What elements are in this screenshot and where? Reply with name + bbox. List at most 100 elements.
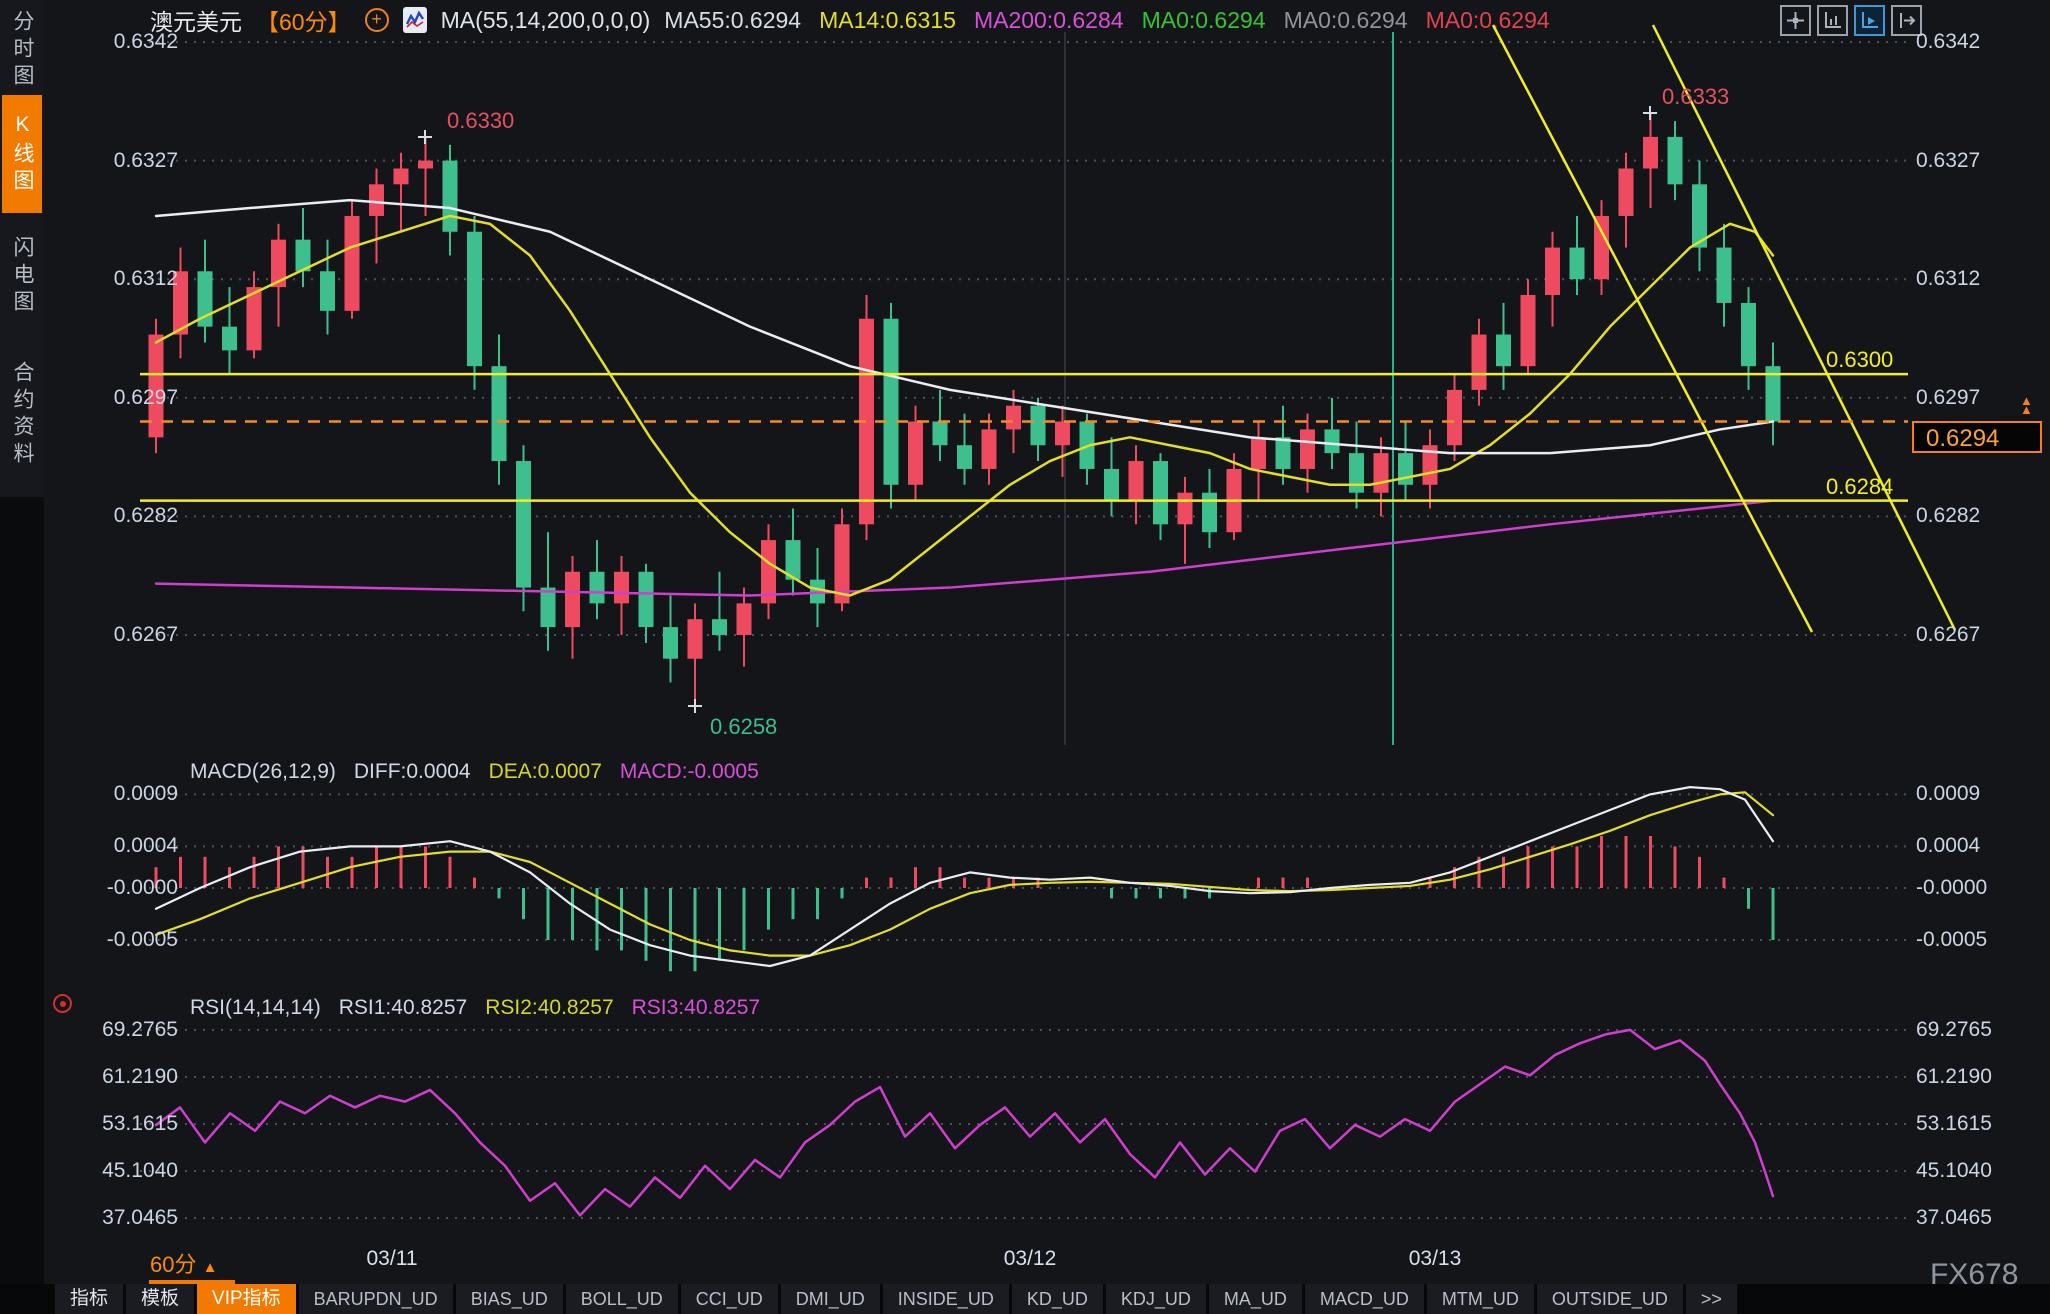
- candle-body: [1618, 168, 1634, 216]
- tab-mtm_ud[interactable]: MTM_UD: [1426, 1284, 1534, 1314]
- tab-barupdn_ud[interactable]: BARUPDN_UD: [298, 1284, 453, 1314]
- candle-body: [1667, 136, 1683, 185]
- price-tick-right: 0.6267: [1916, 623, 1981, 646]
- candle-body: [1471, 334, 1487, 390]
- rsi-tick-left: 69.2765: [102, 1018, 178, 1041]
- macd-dea-value: DEA:0.0007: [488, 760, 602, 783]
- tab-inside_ud[interactable]: INSIDE_UD: [882, 1284, 1009, 1314]
- tab-模板[interactable]: 模板: [126, 1284, 195, 1314]
- rsi2-value: RSI2:40.8257: [485, 996, 614, 1019]
- sidebar-item-3[interactable]: 闪电图: [11, 235, 34, 317]
- candle-body: [1128, 461, 1144, 501]
- indicator-dot-icon[interactable]: [53, 994, 72, 1013]
- tab-kd_ud[interactable]: KD_UD: [1011, 1284, 1103, 1314]
- macd-tick-right: 0.0009: [1916, 782, 1981, 806]
- candle-body: [1324, 429, 1340, 454]
- timeframe-button[interactable]: 60分 ▲: [150, 1247, 217, 1279]
- axis-autoscale-icon[interactable]: [1854, 5, 1885, 36]
- candle-body: [1104, 468, 1119, 501]
- candle-body: [148, 334, 164, 438]
- candle-body: [1153, 461, 1168, 525]
- candle-body: [222, 326, 237, 351]
- candle-body: [1349, 453, 1364, 493]
- rsi-tick-left: 37.0465: [102, 1205, 178, 1229]
- tab-vip指标[interactable]: VIP指标: [197, 1284, 296, 1314]
- ma-value-label: MA0:0.6294: [1425, 6, 1550, 33]
- sidebar-item-2[interactable]: K线图: [2, 95, 42, 213]
- tab-outside_ud[interactable]: OUTSIDE_UD: [1536, 1284, 1683, 1314]
- macd-tick-right: 0.0004: [1916, 834, 1981, 858]
- macd-name: MACD(26,12,9): [190, 760, 336, 783]
- tab-kdj_ud[interactable]: KDJ_UD: [1105, 1284, 1206, 1314]
- rsi-tick-left: 61.2190: [102, 1064, 178, 1088]
- add-indicator-icon[interactable]: +: [364, 8, 389, 32]
- candle-body: [638, 571, 654, 628]
- candle-body: [565, 571, 580, 628]
- candle-body: [834, 524, 850, 604]
- candle-body: [687, 619, 703, 659]
- sidebar-item-1[interactable]: 分时图: [11, 9, 34, 91]
- candle-body: [1177, 492, 1193, 525]
- rsi-tick-right: 53.1615: [1916, 1111, 1992, 1135]
- tab-dmi_ud[interactable]: DMI_UD: [780, 1284, 880, 1314]
- candle-body: [932, 421, 948, 446]
- level-price-label: 0.6300: [1826, 347, 1894, 373]
- level-price-label: 0.6284: [1826, 473, 1894, 499]
- price-tick-left: 0.6327: [113, 148, 178, 172]
- timeframe-button-label: 60分: [150, 1252, 197, 1277]
- tab-bias_ud[interactable]: BIAS_UD: [455, 1284, 563, 1314]
- ma-settings-label: MA(55,14,200,0,0,0): [440, 6, 651, 33]
- tab->>[interactable]: >>: [1685, 1284, 1737, 1314]
- macd-value: MACD:-0.0005: [619, 760, 759, 783]
- candle-body: [761, 540, 776, 604]
- candle-body: [173, 271, 188, 335]
- ma14-line: [154, 214, 1775, 597]
- sidebar-bottom-filler: [0, 497, 44, 1314]
- candle-body: [246, 287, 262, 351]
- rsi-tick-right: 37.0465: [1916, 1205, 1992, 1229]
- price-tick-left: 0.6312: [113, 267, 178, 291]
- candle-body: [589, 571, 605, 604]
- candle-body: [1300, 429, 1315, 469]
- trend-line[interactable]: [1491, 24, 1814, 633]
- rsi-tick-left: 45.1040: [102, 1158, 178, 1182]
- price-tick-left: 0.6282: [113, 504, 178, 528]
- candle-body: [295, 239, 311, 272]
- pan-icon[interactable]: [1780, 5, 1811, 36]
- axis-shift-icon[interactable]: [1891, 5, 1922, 36]
- tab-指标[interactable]: 指标: [55, 1284, 124, 1314]
- candle-body: [197, 271, 213, 327]
- ma-value-label: MA0:0.6294: [1283, 6, 1408, 33]
- price-tick-right: 0.6327: [1916, 148, 1981, 172]
- price-tick-right: 0.6297: [1916, 385, 1981, 409]
- toolbar-icons: [1780, 5, 1922, 36]
- rsi3-value: RSI3:40.8257: [631, 996, 761, 1019]
- candle-body: [442, 160, 458, 232]
- candle-body: [369, 184, 384, 216]
- rsi-header: RSI(14,14,14) RSI1:40.8257 RSI2:40.8257 …: [190, 996, 760, 1020]
- candle-body: [1643, 136, 1658, 169]
- candle-body: [271, 239, 286, 288]
- candle-body: [320, 271, 335, 311]
- current-price-box: 0.6294: [1912, 421, 2042, 453]
- tab-ma_ud[interactable]: MA_UD: [1208, 1284, 1302, 1314]
- chart-type-icon[interactable]: [402, 7, 427, 33]
- candle-body: [1373, 453, 1389, 493]
- candle-body: [1692, 184, 1707, 248]
- ma-value-label: MA0:0.6294: [1141, 6, 1266, 33]
- tab-cci_ud[interactable]: CCI_UD: [680, 1284, 778, 1314]
- date-label: 03/13: [1408, 1247, 1462, 1270]
- tab-macd_ud[interactable]: MACD_UD: [1304, 1284, 1424, 1314]
- macd-tick-left: 0.0009: [113, 782, 178, 806]
- sidebar-item-4[interactable]: 合约资料: [11, 361, 34, 469]
- candle-body: [1202, 492, 1217, 533]
- candle-body: [1030, 405, 1046, 446]
- candle-body: [883, 318, 899, 485]
- macd-tick-left: 0.0004: [113, 834, 178, 858]
- axis-scale-icon[interactable]: [1817, 5, 1848, 36]
- tab-boll_ud[interactable]: BOLL_UD: [565, 1284, 678, 1314]
- trend-line[interactable]: [1651, 24, 1957, 631]
- candle-body: [344, 215, 360, 311]
- candle-body: [467, 231, 482, 367]
